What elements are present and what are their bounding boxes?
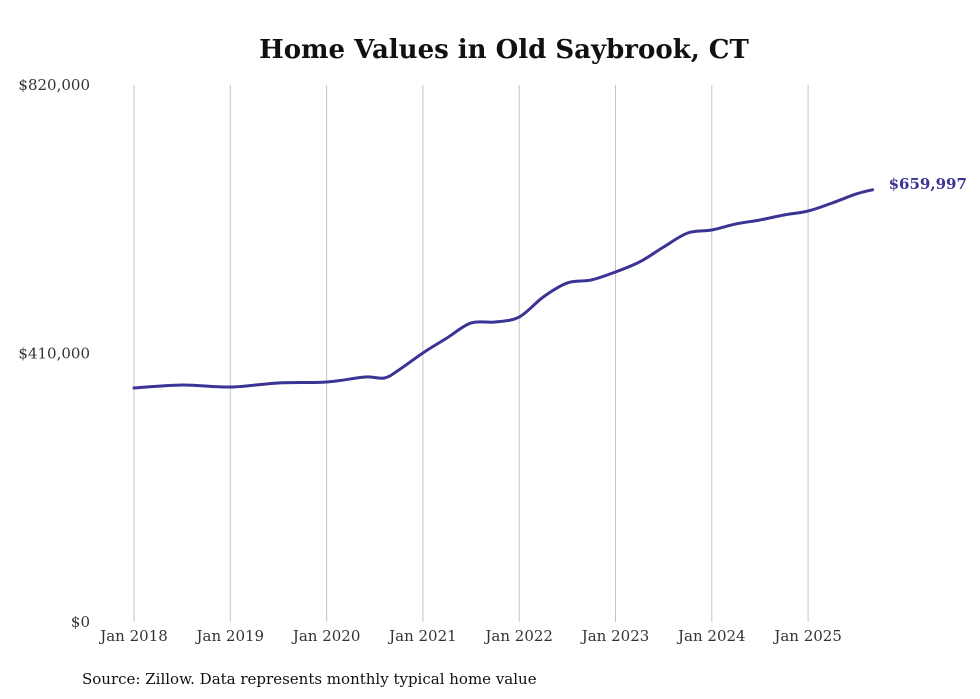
- chart-title: Home Values in Old Saybrook, CT: [259, 35, 749, 65]
- x-tick-label: Jan 2021: [387, 627, 457, 645]
- end-value-label: $659,997: [889, 175, 967, 193]
- series-line: [132, 188, 875, 390]
- source-note: Source: Zillow. Data represents monthly …: [82, 670, 537, 688]
- y-axis: $0 $410,000 $820,000: [18, 76, 90, 631]
- y-tick-label: $820,000: [18, 76, 90, 94]
- x-tick-label: Jan 2023: [580, 627, 650, 645]
- x-tick-label: Jan 2025: [772, 627, 842, 645]
- y-tick-label: $0: [71, 613, 90, 631]
- x-tick-label: Jan 2019: [195, 627, 265, 645]
- grid: [133, 85, 809, 622]
- y-tick-label: $410,000: [18, 345, 90, 363]
- x-tick-label: Jan 2020: [291, 627, 361, 645]
- x-axis: Jan 2018 Jan 2019 Jan 2020 Jan 2021 Jan 2022…: [98, 627, 842, 645]
- x-tick-label: Jan 2024: [676, 627, 746, 645]
- x-tick-label: Jan 2022: [483, 627, 553, 645]
- x-tick-label: Jan 2018: [98, 627, 168, 645]
